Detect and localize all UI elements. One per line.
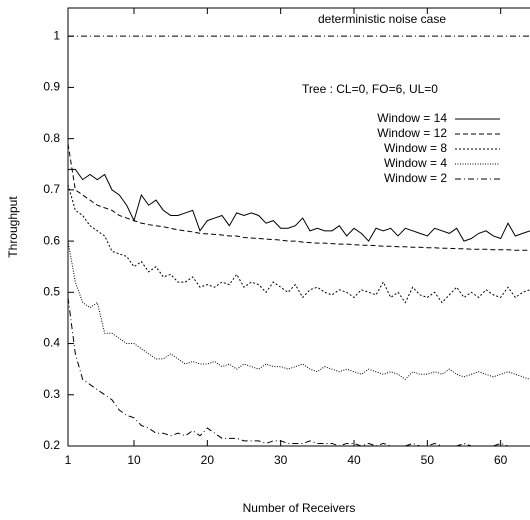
x-tick-label: 1 <box>65 453 72 467</box>
y-tick-label: 0.5 <box>43 284 60 298</box>
y-tick-label: 0.8 <box>43 131 60 145</box>
y-tick-label: 0.3 <box>43 387 60 401</box>
y-tick-label: 0.2 <box>43 438 60 452</box>
plot-frame <box>67 7 530 447</box>
legend-label: Window = 2 <box>384 171 447 185</box>
x-tick-label: 30 <box>274 453 288 467</box>
y-axis-title: Throughput <box>6 196 20 258</box>
x-tick-label: 40 <box>347 453 361 467</box>
series-line <box>67 184 530 304</box>
series-line <box>67 297 530 447</box>
x-tick-label: 60 <box>494 453 508 467</box>
y-tick-label: 0.6 <box>43 233 60 247</box>
legend-label: Window = 14 <box>377 111 447 125</box>
legend-label: Window = 8 <box>384 141 447 155</box>
x-tick-label: 10 <box>127 453 141 467</box>
y-tick-label: 0.4 <box>43 336 60 350</box>
x-axis-title: Number of Receivers <box>243 501 356 515</box>
y-tick-label: 0.9 <box>43 80 60 94</box>
annotation: Tree : CL=0, FO=6, UL=0 <box>302 82 438 96</box>
series-line <box>67 143 530 251</box>
legend-label: Window = 4 <box>384 156 447 170</box>
y-tick-label: 1 <box>53 28 60 42</box>
series-line <box>67 241 530 381</box>
reference-label: deterministic noise case <box>318 12 446 26</box>
series-line <box>68 168 530 242</box>
y-tick-label: 0.7 <box>43 182 60 196</box>
legend-label: Window = 12 <box>377 126 447 140</box>
x-tick-label: 20 <box>201 453 215 467</box>
x-tick-label: 50 <box>421 453 435 467</box>
